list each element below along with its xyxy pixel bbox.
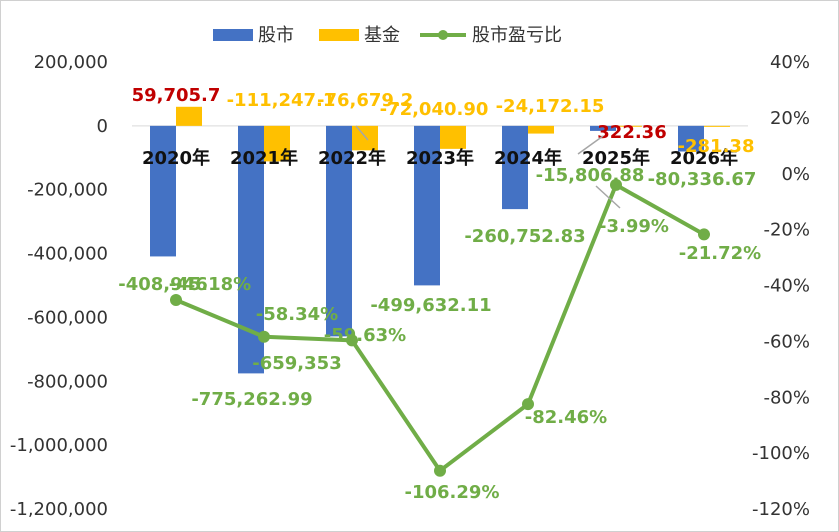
y-left-tick-label: -800,000 [27, 371, 108, 392]
bar-fund [528, 125, 554, 134]
ratio-point [434, 464, 446, 477]
y-left-tick-label: -400,000 [27, 244, 108, 265]
y-left-tick-label: -1,000,000 [10, 435, 108, 456]
data-label-ratio: -21.72% [679, 243, 761, 264]
legend-swatch-fund [319, 29, 359, 41]
data-label-fund: -111,247.1 [227, 90, 336, 111]
y-right-tick-label: -100% [752, 443, 810, 464]
bar-stock [150, 125, 176, 257]
category-label: 2025年 [582, 147, 650, 169]
ratio-point [346, 334, 358, 347]
ratio-point [258, 330, 270, 343]
y-left-tick-label: -1,200,000 [10, 499, 108, 520]
y-right-tick-label: 0% [781, 164, 810, 185]
data-label-ratio: -59.63% [324, 325, 406, 346]
category-label: 2020年 [142, 147, 210, 169]
bar-fund [704, 125, 730, 127]
category-label: 2021年 [230, 147, 298, 169]
ratio-point [610, 178, 622, 191]
y-left-tick-label: -600,000 [27, 307, 108, 328]
y-right-tick-label: 20% [770, 108, 810, 129]
y-right-tick-label: -120% [752, 499, 810, 520]
bar-stock [590, 125, 616, 131]
bar-fund [264, 125, 290, 162]
bar-stock [502, 125, 528, 210]
ratio-point [698, 228, 710, 241]
data-label-fund: 322.36 [597, 122, 666, 143]
data-label-stock: -408,946 [118, 274, 207, 295]
ratio-point [522, 398, 534, 411]
y-right-tick-label: -60% [763, 331, 810, 352]
leader-line [577, 135, 604, 155]
legend: 股市 基金 股市盈亏比 [213, 25, 562, 46]
data-label-ratio: -106.29% [405, 482, 500, 503]
y-right-tick-label: -40% [763, 276, 810, 297]
data-label-stock: -659,353 [252, 353, 341, 374]
category-label: 2024年 [494, 147, 562, 169]
category-label: 2022年 [318, 147, 386, 169]
category-labels: 2020年 2021年 2022年 2023年 2024年 2025年 2026年 [142, 147, 738, 169]
data-label-ratio: -82.46% [525, 407, 607, 428]
data-label-fund: -24,172.15 [496, 96, 605, 117]
ratio-point [170, 293, 182, 306]
data-label-stock: -15,806.88 [536, 165, 645, 186]
legend-marker-ratio [438, 30, 448, 40]
data-label-ratio: -3.99% [599, 216, 669, 237]
data-label-stock: -260,752.83 [464, 226, 585, 247]
data-label-stock: -80,336.67 [648, 169, 757, 190]
data-label-ratio: -58.34% [256, 304, 338, 325]
data-label-ratio: -45.18% [169, 274, 251, 295]
leader-line [355, 125, 369, 141]
y-axis-right: 40% 20% 0% -20% -40% -60% -80% -100% -120% [752, 52, 810, 520]
legend-label-ratio: 股市盈亏比 [472, 25, 562, 46]
leader-line [595, 185, 621, 209]
bars [150, 106, 730, 374]
y-left-tick-label: 0 [97, 116, 108, 137]
y-left-tick-label: -200,000 [27, 180, 108, 201]
data-label-fund: -281.38 [678, 136, 755, 157]
y-left-tick-label: 200,000 [34, 52, 108, 73]
category-label: 2023年 [406, 147, 474, 169]
data-labels: 59,705.7 -111,247.1-76,679.2-72,040.90 -24… [118, 85, 761, 503]
legend-label-stock: 股市 [258, 25, 294, 46]
y-right-tick-label: -20% [763, 220, 810, 241]
bar-fund [440, 125, 466, 149]
data-label-stock: -499,632.11 [370, 295, 491, 316]
bar-fund [616, 125, 642, 127]
legend-label-fund: 基金 [364, 25, 400, 46]
bar-stock [414, 125, 440, 286]
y-axis-left: 200,000 0 -200,000 -400,000 -600,000 -800,000… [10, 52, 108, 520]
data-label-fund: -76,679.2 [317, 90, 413, 111]
bar-fund [352, 125, 378, 151]
legend-swatch-stock [213, 29, 253, 41]
ratio-line-series [170, 178, 710, 477]
bar-fund [176, 106, 202, 126]
category-label: 2026年 [670, 147, 738, 169]
y-right-tick-label: -80% [763, 387, 810, 408]
data-label-stock: -775,262.99 [191, 389, 312, 410]
data-label-fund: -72,040.90 [380, 99, 489, 120]
bar-stock [678, 125, 704, 152]
bar-stock [326, 125, 352, 337]
data-label-fund: 59,705.7 [132, 85, 221, 106]
y-right-tick-label: 40% [770, 52, 810, 73]
